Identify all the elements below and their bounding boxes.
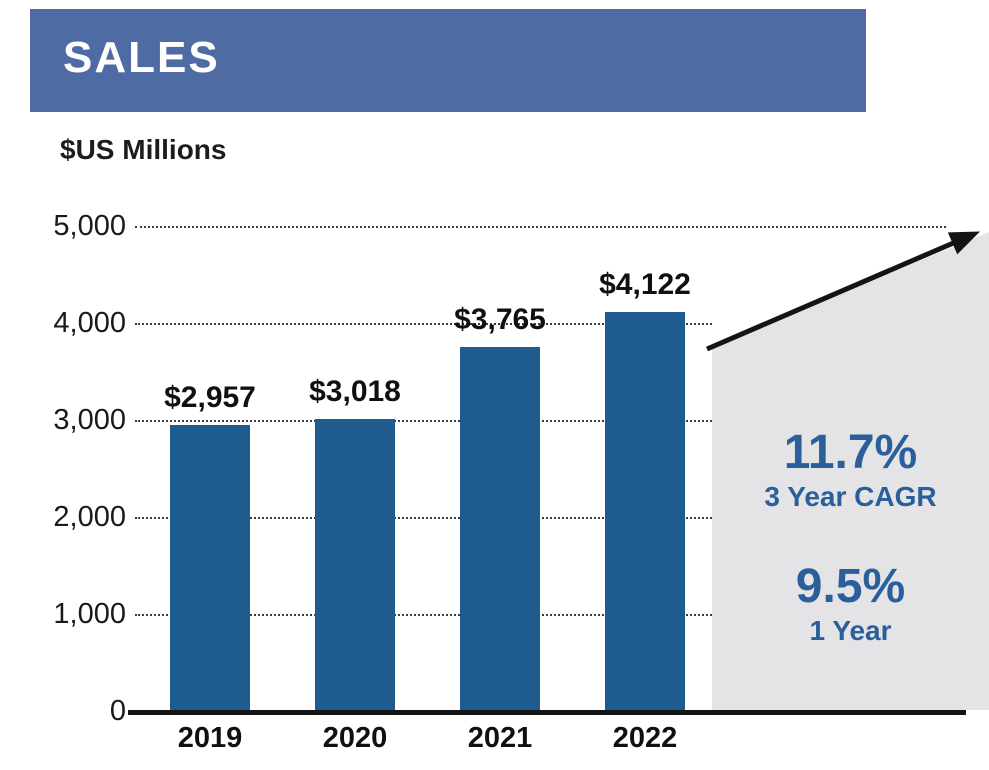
y-axis-tick-label: 5,000 [53,210,126,242]
gridline-2,000 [135,517,712,519]
gridline-5,000 [135,226,946,228]
gridline-1,000 [135,614,712,616]
y-axis-units-label: $US Millions [60,134,227,165]
cagr-value: 11.7% [783,426,918,479]
y-axis-tick-label: 4,000 [53,307,126,339]
x-axis-tick-label: 2021 [467,722,533,754]
bar-value-label: $3,018 [309,375,401,409]
bar-2019 [170,425,250,712]
gridline-3,000 [135,420,712,422]
header-band: SALES [30,9,866,112]
bar-2022 [605,312,685,712]
bar-2020 [315,419,395,712]
y-axis-tick-label: 2,000 [53,501,126,533]
x-axis-tick-label: 2019 [177,722,243,754]
y-axis-tick-label: 3,000 [53,404,126,436]
bar-value-label: $4,122 [599,268,691,302]
growth-annotations: 11.7% 3 Year CAGR 9.5% 1 Year [712,426,989,648]
one-year-label: 1 Year [809,615,892,647]
one-year-value: 9.5% [795,559,906,613]
y-axis-tick-label: 1,000 [53,598,126,630]
cagr-label: 3 Year CAGR [764,481,937,513]
bar-value-label: $2,957 [164,381,256,415]
page-title: SALES [63,33,220,82]
x-axis-tick-label: 2022 [612,722,678,754]
x-axis-tick-label: 2020 [322,722,388,754]
y-axis-tick-label: 0 [109,695,126,727]
bar-value-label: $3,765 [454,302,546,336]
gridline-4,000 [135,323,712,325]
bar-2021 [460,346,540,712]
x-axis-line [128,710,966,715]
